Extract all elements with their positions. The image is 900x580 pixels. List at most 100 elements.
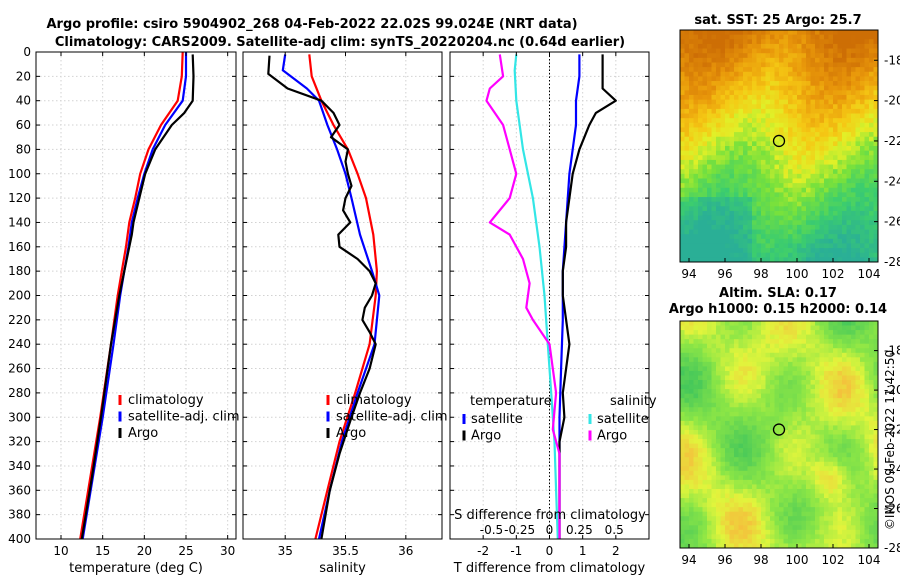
- lon-tick-label: 98: [753, 267, 768, 281]
- lon-tick-label: 102: [822, 553, 845, 567]
- x-axis-label: T difference from climatology: [453, 561, 646, 576]
- x-tick-label: 30: [220, 544, 235, 558]
- x-axis-label-top: S difference from climatology: [454, 508, 646, 523]
- x-top-tick-label: -0.5: [480, 523, 503, 537]
- depth-tick-label: 80: [16, 142, 31, 156]
- series-line-satellite-adj-clim: [81, 52, 188, 540]
- depth-tick-label: 240: [8, 337, 31, 351]
- lat-tick-label: -24: [884, 174, 900, 188]
- depth-tick-label: 300: [8, 410, 31, 424]
- sst-map-title: sat. SST: 25 Argo: 25.7: [694, 13, 861, 28]
- x-tick-label: 35.5: [332, 544, 359, 558]
- x-axis-label: temperature (deg C): [69, 561, 203, 576]
- lat-tick-label: -22: [884, 134, 900, 148]
- series-line-s-argo: [485, 54, 561, 539]
- sst-field: [680, 30, 879, 263]
- depth-tick-label: 140: [8, 215, 31, 229]
- lat-tick-label: -20: [884, 94, 900, 108]
- sla-map-title-line1: Altim. SLA: 0.17: [719, 286, 837, 301]
- depth-tick-label: 40: [16, 94, 31, 108]
- title-line2: Climatology: CARS2009. Satellite-adj cli…: [55, 35, 625, 50]
- map-frame: [679, 320, 879, 549]
- legend-label: Argo: [471, 429, 501, 444]
- sla-map: 94 96 98 100 102 104 -18 -20 -22 -24 -26 -28: [679, 320, 900, 567]
- series-line-t-argo: [558, 54, 617, 539]
- legend-title-salinity: salinity: [610, 394, 657, 409]
- series-line-argo: [267, 55, 377, 540]
- legend-label: Argo: [128, 426, 158, 441]
- depth-tick-label: 340: [8, 459, 31, 473]
- lon-tick-label: 94: [681, 267, 696, 281]
- lat-tick-label: -26: [884, 215, 900, 229]
- x-tick-label: 25: [178, 544, 193, 558]
- depth-tick-label: 100: [8, 167, 31, 181]
- lon-tick-label: 96: [717, 267, 732, 281]
- title-line1: Argo profile: csiro 5904902_268 04-Feb-2…: [46, 17, 577, 32]
- legend-label: Argo: [597, 429, 627, 444]
- depth-tick-label: 200: [8, 289, 31, 303]
- depth-tick-label: 260: [8, 362, 31, 376]
- lon-tick-label: 104: [858, 553, 881, 567]
- imos-stamp: ©IMOS 09-Feb-2022 11:42:50: [883, 350, 897, 530]
- x-top-tick-label: 0.5: [605, 523, 624, 537]
- series-line-climatology: [308, 54, 378, 540]
- lon-tick-label: 104: [858, 267, 881, 281]
- x-tick-label: 2: [612, 544, 620, 558]
- map-frame: [679, 29, 879, 263]
- difference-panel: -2 -1 0 1 2 T difference from climatology temp…: [449, 51, 657, 576]
- x-tick-label: 1: [579, 544, 587, 558]
- depth-tick-label: 360: [8, 483, 31, 497]
- depth-tick-label: 400: [8, 532, 31, 546]
- lon-tick-label: 100: [786, 553, 809, 567]
- depth-tick-label: 220: [8, 313, 31, 327]
- sla-map-title-line2: Argo h1000: 0.15 h2000: 0.14: [669, 302, 887, 317]
- x-top-tick-label: 0: [546, 523, 554, 537]
- lon-tick-label: 100: [786, 267, 809, 281]
- depth-tick-label: 380: [8, 508, 31, 522]
- series-line-argo: [80, 54, 195, 540]
- legend-label: climatology: [336, 393, 412, 408]
- x-top-tick-label: -0.25: [504, 523, 535, 537]
- legend-label: satellite-adj. clim: [128, 410, 240, 425]
- lon-tick-label: 102: [822, 267, 845, 281]
- series-line-s-satellite: [513, 54, 559, 540]
- x-tick-label: 35: [278, 544, 293, 558]
- depth-tick-label: 320: [8, 435, 31, 449]
- series-line-satellite-adj-clim: [281, 54, 381, 540]
- lon-tick-label: 94: [681, 553, 696, 567]
- depth-tick-label: 280: [8, 386, 31, 400]
- legend-label: climatology: [128, 393, 204, 408]
- lat-tick-label: -26: [884, 502, 900, 516]
- x-tick-label: 10: [53, 544, 68, 558]
- x-tick-label: 36: [398, 544, 413, 558]
- temperature-panel: 0 20 40 60 80 100 120 140 160 180 200 220 240 260 280 3…: [8, 45, 240, 576]
- argo-position-marker: [772, 134, 786, 148]
- lon-tick-label: 98: [753, 553, 768, 567]
- depth-tick-label: 160: [8, 240, 31, 254]
- sst-map: 94 96 98 100 102 104 -18 -20 -22 -24 -26 -28: [679, 29, 900, 281]
- lat-tick-label: -18: [884, 344, 900, 358]
- legend-label: satellite: [597, 412, 649, 427]
- x-axis-label: salinity: [319, 561, 366, 576]
- lon-tick-label: 96: [717, 553, 732, 567]
- x-tick-label: 20: [137, 544, 152, 558]
- depth-tick-label: 120: [8, 191, 31, 205]
- x-top-tick-label: 0.25: [566, 523, 593, 537]
- argo-position-marker: [772, 423, 786, 436]
- lat-tick-label: -22: [884, 423, 900, 437]
- lat-tick-label: -24: [884, 462, 900, 476]
- depth-tick-label: 60: [16, 118, 31, 132]
- salinity-panel: 35 35.5 36 salinity climatology satellite-adj…: [242, 51, 448, 576]
- sla-field: [680, 321, 879, 549]
- x-tick-label: 0: [546, 544, 554, 558]
- legend-label: Argo: [336, 426, 366, 441]
- lat-tick-label: -28: [884, 541, 900, 555]
- lat-tick-label: -20: [884, 383, 900, 397]
- lat-tick-label: -28: [884, 255, 900, 269]
- x-tick-label: -1: [510, 544, 522, 558]
- legend-label: satellite-adj. clim: [336, 410, 448, 425]
- depth-tick-label: 0: [23, 45, 31, 59]
- legend-label: satellite: [471, 412, 523, 427]
- lat-tick-label: -18: [884, 53, 900, 67]
